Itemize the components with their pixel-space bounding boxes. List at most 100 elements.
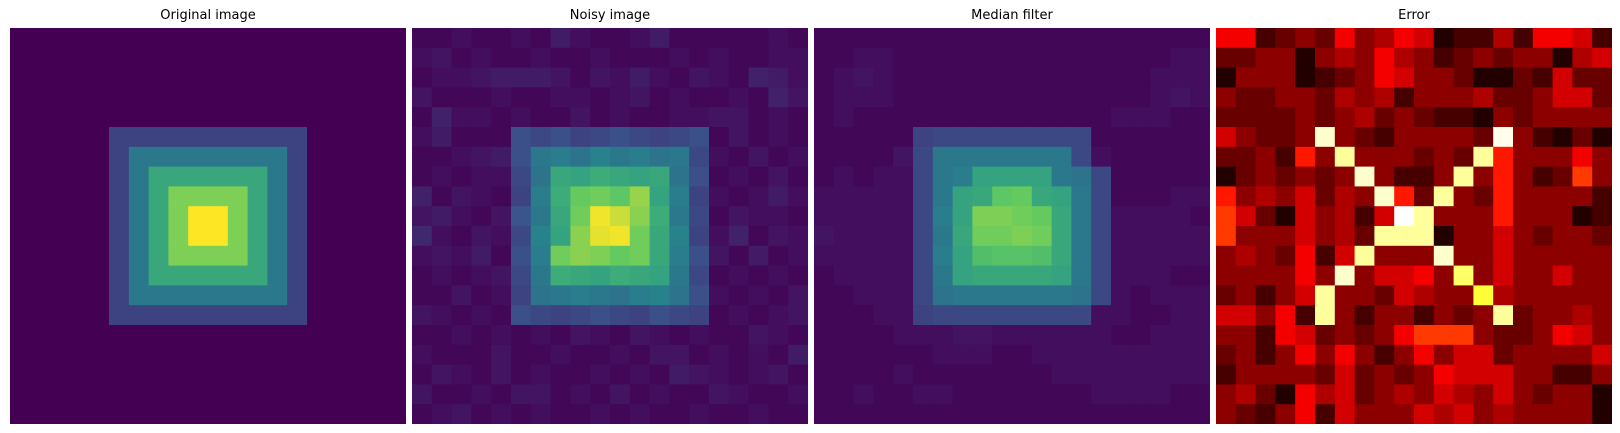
heatmap-cell bbox=[814, 226, 834, 246]
heatmap-cell bbox=[1012, 127, 1032, 147]
heatmap-cell bbox=[109, 226, 129, 246]
heatmap-cell bbox=[1355, 266, 1375, 286]
heatmap-cell bbox=[327, 305, 347, 325]
heatmap-cell bbox=[30, 384, 50, 404]
heatmap-cell bbox=[972, 68, 992, 88]
heatmap-cell bbox=[953, 226, 973, 246]
heatmap-cell bbox=[1071, 404, 1091, 424]
heatmap-cell bbox=[1592, 325, 1612, 345]
heatmap-cell bbox=[729, 127, 749, 147]
heatmap-cell bbox=[709, 127, 729, 147]
heatmap-cell bbox=[1493, 384, 1513, 404]
heatmap-cell bbox=[1111, 87, 1131, 107]
heatmap-cell bbox=[1032, 107, 1052, 127]
heatmap-cell bbox=[1151, 285, 1171, 305]
heatmap-cell bbox=[347, 28, 367, 48]
heatmap-cell bbox=[972, 305, 992, 325]
heatmap-cell bbox=[1592, 147, 1612, 167]
heatmap-cell bbox=[788, 107, 808, 127]
heatmap-cell bbox=[1434, 167, 1454, 187]
heatmap-cell bbox=[1170, 384, 1190, 404]
heatmap-cell bbox=[168, 167, 188, 187]
heatmap-cell bbox=[709, 68, 729, 88]
heatmap-cell bbox=[630, 127, 650, 147]
heatmap-cell bbox=[208, 147, 228, 167]
heatmap-cell bbox=[347, 107, 367, 127]
heatmap-cell bbox=[1335, 246, 1355, 266]
heatmap-cell bbox=[208, 226, 228, 246]
heatmap-cell bbox=[1071, 226, 1091, 246]
heatmap-cell bbox=[933, 345, 953, 365]
heatmap-cell bbox=[1473, 246, 1493, 266]
heatmap-cell bbox=[1091, 206, 1111, 226]
heatmap-cell bbox=[1052, 384, 1072, 404]
heatmap-cell bbox=[109, 147, 129, 167]
heatmap-cell bbox=[1553, 68, 1573, 88]
heatmap-cell bbox=[471, 325, 491, 345]
heatmap-cell bbox=[412, 127, 432, 147]
heatmap-cell bbox=[432, 206, 452, 226]
heatmap-cell bbox=[149, 127, 169, 147]
heatmap-cell bbox=[1592, 246, 1612, 266]
heatmap-cell bbox=[347, 87, 367, 107]
heatmap-cell bbox=[30, 206, 50, 226]
heatmap-cell bbox=[650, 68, 670, 88]
heatmap-cell bbox=[1256, 325, 1276, 345]
panel-error: Error bbox=[1216, 0, 1612, 433]
heatmap-cell bbox=[873, 28, 893, 48]
heatmap-cell bbox=[689, 266, 709, 286]
heatmap-cell bbox=[590, 365, 610, 385]
heatmap-cell bbox=[953, 285, 973, 305]
heatmap-cell bbox=[1414, 404, 1434, 424]
heatmap-cell bbox=[570, 167, 590, 187]
heatmap-cell bbox=[1295, 206, 1315, 226]
heatmap-cell bbox=[30, 345, 50, 365]
heatmap-cell bbox=[1216, 68, 1236, 88]
heatmap-cell bbox=[1151, 226, 1171, 246]
heatmap-cell bbox=[1473, 325, 1493, 345]
heatmap-cell bbox=[327, 107, 347, 127]
heatmap-cell bbox=[248, 28, 268, 48]
heatmap-cell bbox=[709, 384, 729, 404]
heatmap-cell bbox=[953, 167, 973, 187]
heatmap-cell bbox=[1454, 107, 1474, 127]
heatmap-cell bbox=[1592, 167, 1612, 187]
heatmap-cell bbox=[50, 345, 70, 365]
heatmap-cell bbox=[1394, 365, 1414, 385]
heatmap-cell bbox=[650, 28, 670, 48]
heatmap-cell bbox=[1032, 28, 1052, 48]
heatmap-cell bbox=[168, 266, 188, 286]
heatmap-cell bbox=[610, 186, 630, 206]
heatmap-cell bbox=[689, 147, 709, 167]
heatmap-cell bbox=[1533, 147, 1553, 167]
heatmap-cell bbox=[834, 325, 854, 345]
heatmap-cell bbox=[1295, 186, 1315, 206]
heatmap-cell bbox=[10, 127, 30, 147]
heatmap-cell bbox=[1071, 246, 1091, 266]
heatmap-cell bbox=[1256, 107, 1276, 127]
heatmap-cell bbox=[992, 305, 1012, 325]
heatmap-cell bbox=[1493, 147, 1513, 167]
heatmap-cell bbox=[1091, 28, 1111, 48]
heatmap-cell bbox=[570, 266, 590, 286]
heatmap-cell bbox=[1355, 147, 1375, 167]
heatmap-cell bbox=[610, 147, 630, 167]
heatmap-cell bbox=[1216, 246, 1236, 266]
heatmap-cell bbox=[689, 167, 709, 187]
heatmap-cell bbox=[1190, 246, 1210, 266]
heatmap-cell bbox=[491, 325, 511, 345]
heatmap-cell bbox=[913, 345, 933, 365]
heatmap-cell bbox=[749, 48, 769, 68]
heatmap-cell bbox=[972, 325, 992, 345]
heatmap-cell bbox=[1170, 87, 1190, 107]
heatmap-cell bbox=[50, 186, 70, 206]
heatmap-cell bbox=[1071, 325, 1091, 345]
heatmap-cell bbox=[307, 48, 327, 68]
heatmap-cell bbox=[208, 107, 228, 127]
heatmap-cell bbox=[149, 87, 169, 107]
heatmap-cell bbox=[248, 285, 268, 305]
heatmap-cell bbox=[1052, 48, 1072, 68]
heatmap-cell bbox=[1032, 186, 1052, 206]
heatmap-cell bbox=[1434, 305, 1454, 325]
heatmap-cell bbox=[1091, 48, 1111, 68]
